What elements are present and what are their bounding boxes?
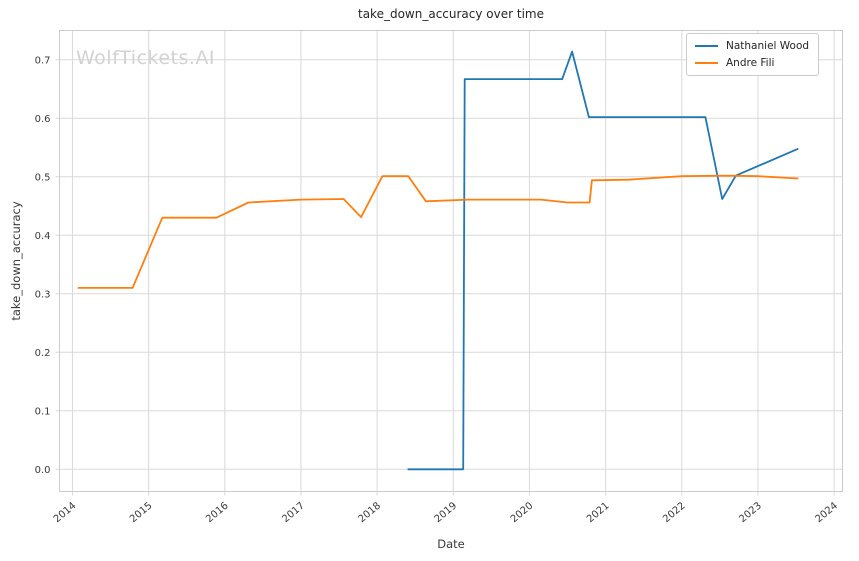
x-tick-label: 2018 [356,500,383,525]
y-tick-label: 0.0 [35,465,51,476]
y-tick-label: 0.2 [35,348,51,359]
plot-border [59,30,843,492]
y-axis-label: take_down_accuracy [9,201,23,321]
x-tick-label: 2017 [280,500,307,525]
x-tick-label: 2022 [661,500,688,525]
legend-line-swatch [695,45,718,47]
legend: Nathaniel Wood Andre Fili [686,33,820,76]
series-line-andre-fili [77,174,799,289]
x-tick-label: 2015 [128,500,155,525]
x-tick-label: 2019 [433,500,460,525]
legend-item-andre-fili: Andre Fili [695,57,809,69]
series-line-nathaniel-wood [407,50,799,471]
x-tick-label: 2023 [737,500,764,525]
legend-label: Andre Fili [726,57,775,69]
x-tick-label: 2014 [52,500,79,525]
y-tick-label: 0.3 [35,289,51,300]
legend-item-nathaniel-wood: Nathaniel Wood [695,40,809,52]
legend-label: Nathaniel Wood [726,40,810,52]
y-tick-label: 0.4 [35,231,51,242]
x-tick-label: 2020 [509,500,536,525]
y-tick-label: 0.7 [35,55,51,66]
y-tick-label: 0.5 [35,172,51,183]
y-tick-label: 0.1 [35,406,51,417]
x-tick-label: 2024 [813,500,840,525]
x-axis-label: Date [437,537,465,551]
chart-title: take_down_accuracy over time [358,7,544,21]
y-tick-label: 0.6 [35,114,51,125]
x-tick-label: 2016 [204,500,231,525]
legend-line-swatch [695,62,718,64]
x-tick-label: 2021 [585,500,612,525]
